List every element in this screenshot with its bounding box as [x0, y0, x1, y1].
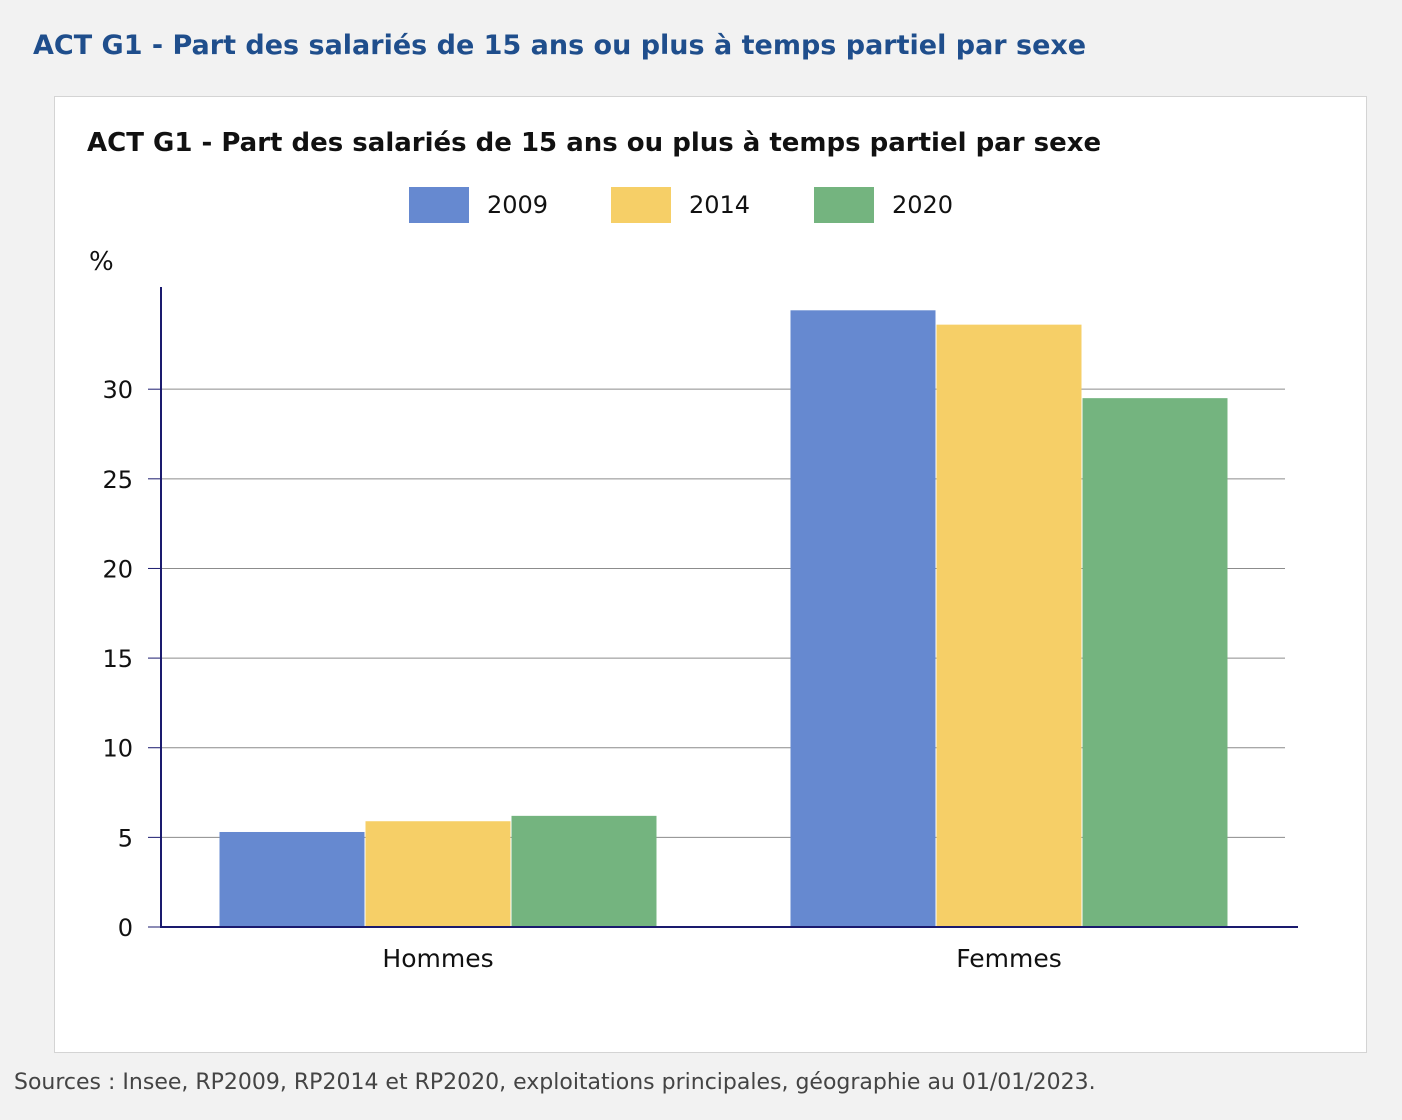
y-tick-label-25: 25: [102, 466, 133, 494]
legend-label-2009: 2009: [487, 191, 549, 219]
y-axis-unit-label: %: [89, 247, 114, 277]
y-tick-label-30: 30: [102, 376, 133, 404]
legend-swatch-2020: [814, 187, 874, 223]
y-tick-label-15: 15: [102, 645, 133, 673]
chart-legend: 2009 2014 2020: [0, 187, 1402, 223]
y-tick-label-5: 5: [118, 824, 133, 852]
bar-hommes-2014: [365, 821, 511, 927]
legend-item-2014[interactable]: 2014: [611, 187, 750, 223]
page-heading: ACT G1 - Part des salariés de 15 ans ou …: [33, 30, 1087, 61]
y-tick-label-10: 10: [102, 735, 133, 763]
legend-item-2009[interactable]: 2009: [409, 187, 548, 223]
bar-hommes-2009: [219, 831, 365, 927]
y-tick-label-20: 20: [102, 555, 133, 583]
bar-femmes-2014: [936, 324, 1082, 927]
bar-hommes-2020: [511, 815, 657, 927]
legend-swatch-2014: [611, 187, 671, 223]
y-tick-label-0: 0: [118, 914, 133, 942]
legend-label-2020: 2020: [892, 191, 954, 219]
bar-femmes-2020: [1082, 398, 1228, 928]
bar-femmes-2009: [790, 310, 936, 928]
x-category-label-femmes: Femmes: [956, 944, 1062, 973]
source-note: Sources : Insee, RP2009, RP2014 et RP202…: [14, 1070, 1096, 1095]
x-category-label-hommes: Hommes: [382, 944, 493, 973]
legend-swatch-2009: [409, 187, 469, 223]
legend-item-2020[interactable]: 2020: [814, 187, 953, 223]
legend-label-2014: 2014: [689, 191, 751, 219]
chart-title: ACT G1 - Part des salariés de 15 ans ou …: [87, 128, 1102, 158]
